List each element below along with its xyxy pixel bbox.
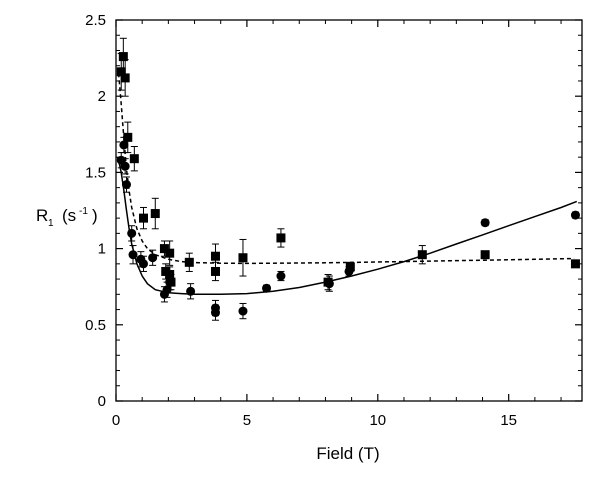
square-point bbox=[276, 233, 286, 243]
circle-point bbox=[138, 259, 148, 269]
square-point bbox=[238, 253, 248, 263]
y-tick-label: 2 bbox=[98, 88, 106, 105]
circle-point bbox=[148, 253, 158, 263]
square-point bbox=[480, 250, 490, 260]
circle-point bbox=[480, 218, 490, 228]
circle-point bbox=[127, 228, 137, 238]
y-axis-label-unit-open: (s bbox=[62, 206, 76, 225]
fit-curve-dashed bbox=[117, 73, 575, 265]
x-tick-label: 5 bbox=[243, 412, 251, 429]
square-point bbox=[159, 244, 169, 254]
circle-point bbox=[165, 277, 175, 287]
y-tick-label: 0 bbox=[98, 393, 106, 410]
x-axis-label: Field (T) bbox=[316, 444, 379, 463]
circle-point bbox=[570, 210, 580, 220]
x-tick-label: 10 bbox=[369, 412, 386, 429]
plot-area: 0 5 10 15 0 0.5 1 1.5 2 2.5 bbox=[85, 12, 583, 429]
y-tick-label: 2.5 bbox=[85, 12, 106, 29]
square-point bbox=[123, 132, 133, 142]
circle-point bbox=[276, 271, 286, 281]
square-point bbox=[184, 257, 194, 267]
square-point bbox=[210, 251, 220, 261]
x-tick-label: 15 bbox=[500, 412, 517, 429]
square-point bbox=[118, 52, 128, 62]
circle-point bbox=[344, 266, 354, 276]
y-tick-label: 1.5 bbox=[85, 164, 106, 181]
square-point bbox=[417, 250, 427, 260]
circle-point bbox=[262, 283, 272, 293]
square-point bbox=[165, 248, 175, 258]
y-axis-label-unit-close: ) bbox=[92, 206, 98, 225]
y-axis-label-symbol: R bbox=[36, 206, 48, 225]
circle-point bbox=[121, 180, 131, 190]
circle-point bbox=[128, 250, 138, 260]
circle-point bbox=[210, 308, 220, 318]
circle-point bbox=[120, 161, 130, 171]
circle-point bbox=[238, 306, 248, 316]
y-tick-label: 0.5 bbox=[85, 317, 106, 334]
square-point bbox=[210, 266, 220, 276]
y-axis-label-subscript: 1 bbox=[48, 218, 54, 229]
square-point bbox=[570, 259, 580, 269]
x-tick-label: 0 bbox=[112, 412, 120, 429]
circle-point bbox=[119, 140, 129, 150]
y-axis-label-unit-superscript: -1 bbox=[79, 206, 88, 217]
square-point bbox=[116, 67, 126, 77]
square-point bbox=[129, 154, 139, 164]
y-axis-title: R 1 (s -1 ) bbox=[36, 206, 98, 229]
square-point bbox=[150, 209, 160, 219]
square-point bbox=[138, 213, 148, 223]
square-point bbox=[120, 73, 130, 83]
circle-point bbox=[324, 279, 334, 289]
circle-point bbox=[186, 286, 196, 296]
y-tick-label: 1 bbox=[98, 241, 106, 258]
plot-frame bbox=[115, 19, 583, 402]
